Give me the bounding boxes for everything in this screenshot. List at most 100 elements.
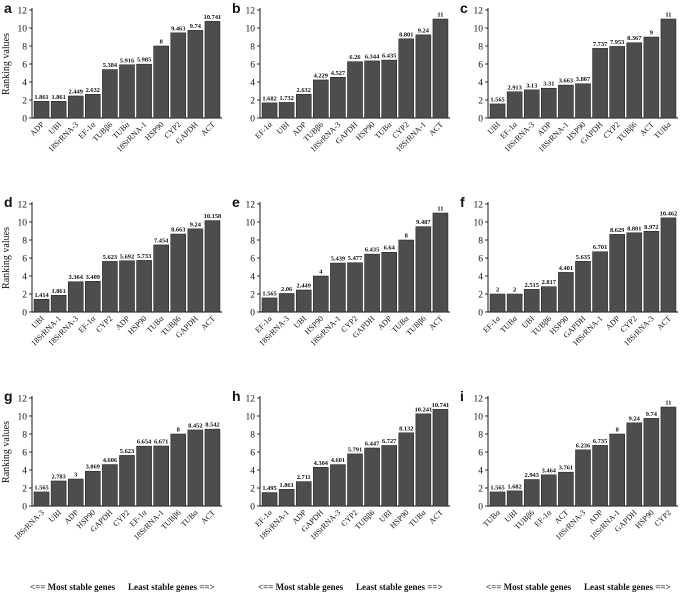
- x-category-label: UBI: [275, 120, 291, 136]
- bar-TUBβ6: [364, 447, 380, 507]
- x-category-label: TUBβ6: [513, 508, 536, 531]
- bar-EF-1α: [261, 492, 278, 507]
- bar-value-label: 5.985: [137, 57, 151, 64]
- y-tick-label: 2: [250, 97, 255, 107]
- bar-chart-b: b0246810121.682EF-1α1.732UBI2.632ADP4.22…: [232, 0, 450, 154]
- bar-ACT: [204, 220, 221, 313]
- bar-HSP90: [643, 418, 660, 507]
- bar-18SrRNA-1: [153, 445, 169, 507]
- bar-value-label: 3.464: [542, 467, 557, 474]
- x-category-label: TUBα: [652, 119, 673, 140]
- bar-value-label: 8: [405, 233, 408, 240]
- y-tick-label: 2: [250, 291, 255, 301]
- y-tick-label: 6: [22, 61, 27, 71]
- bar-value-label: 4.606: [103, 457, 118, 464]
- bar-TUBα: [506, 293, 523, 313]
- bar-value-label: 10.741: [204, 14, 222, 21]
- y-tick-label: 0: [22, 309, 27, 319]
- bar-CYP2: [119, 455, 135, 507]
- bar-UBI: [50, 101, 67, 119]
- y-tick-label: 8: [22, 431, 27, 441]
- y-tick-label: 12: [18, 395, 28, 405]
- bar-ADP: [295, 94, 312, 119]
- bar-18SrRNA-3: [575, 449, 591, 507]
- bar-value-label: 6.26: [349, 54, 361, 61]
- bar-value-label: 5.384: [103, 62, 118, 69]
- bar-TUBα: [381, 59, 397, 119]
- y-tick-label: 10: [474, 219, 484, 229]
- bar-value-label: 1.682: [507, 483, 521, 490]
- y-axis-label: Ranking values: [1, 227, 12, 289]
- x-category-label: 18SrRNA-3: [12, 508, 46, 542]
- bar-value-label: 9.24: [418, 27, 430, 34]
- bar-value-label: 8.452: [188, 422, 202, 429]
- bar-GAPDH: [626, 422, 643, 507]
- bar-TUBα: [660, 18, 677, 119]
- bar-chart-f: f0246810122EF-1α2TUBα2.515UBI2.817TUBβ64…: [460, 194, 678, 348]
- bar-ADP: [381, 251, 397, 313]
- bar-ACT: [558, 471, 574, 507]
- y-tick-label: 2: [478, 97, 483, 107]
- footer-least-stable-mid: Least stable genes ==>: [356, 582, 443, 592]
- bar-UBI: [381, 445, 397, 507]
- bar-18SrRNA-3: [643, 231, 660, 313]
- bar-value-label: 11: [665, 400, 671, 407]
- chart-panel-c: c 0 2 4 6 8 10 12 1.565 UBI 2.913 EF-1α 3.13 18SrRNA-…: [456, 0, 681, 194]
- bar-18SrRNA-1: [592, 251, 608, 313]
- chart-panel-i: i 0 2 4 6 8 10 12 1.565 TUBα 1.682 UBI 2.943 TUBβ6 3.4…: [456, 388, 681, 582]
- bar-TUBα: [489, 491, 506, 507]
- x-category-label: CYP2: [94, 314, 114, 334]
- bar-value-label: 6.435: [365, 247, 379, 254]
- bar-value-label: 3: [74, 472, 77, 479]
- y-tick-label: 4: [250, 467, 255, 477]
- bar-value-label: 6.435: [382, 53, 396, 60]
- bar-TUBβ6: [523, 479, 540, 507]
- y-tick-label: 6: [478, 449, 483, 459]
- bar-HSP90: [398, 432, 415, 507]
- chart-panel-f: f 0 2 4 6 8 10 12 2 EF-1α 2 TUBα 2.515 UBI 2.817 TUBβ6 4…: [456, 194, 681, 388]
- bar-value-label: 8.801: [399, 31, 413, 38]
- bar-EF-1α: [136, 445, 152, 507]
- bar-GAPDH: [187, 228, 204, 313]
- y-tick-label: 0: [478, 309, 483, 319]
- y-tick-label: 8: [22, 237, 27, 247]
- x-category-label: TUBβ6: [615, 120, 638, 143]
- y-axis-label: Ranking values: [1, 421, 12, 483]
- x-category-label: HSP90: [354, 120, 376, 142]
- x-category-label: EF-1α: [533, 507, 554, 528]
- y-tick-label: 12: [246, 201, 256, 211]
- bar-ACT: [432, 18, 449, 119]
- y-tick-label: 12: [18, 201, 28, 211]
- y-tick-label: 12: [246, 7, 256, 17]
- y-tick-label: 10: [246, 219, 256, 229]
- bar-value-label: 2.913: [507, 84, 521, 91]
- bar-value-label: 3.869: [86, 464, 100, 471]
- bar-value-label: 5.623: [120, 448, 134, 455]
- bar-chart-e: e0246810121.565EF-1α2.0618SrRNA-32.449UB…: [232, 194, 450, 348]
- bar-18SrRNA-1: [330, 262, 346, 313]
- bar-value-label: 6.344: [365, 53, 380, 60]
- y-tick-label: 10: [18, 413, 28, 423]
- panel-letter-b: b: [232, 0, 241, 16]
- bar-EF-1α: [261, 297, 278, 313]
- panel-letter-c: c: [460, 0, 468, 16]
- bar-UBI: [506, 490, 523, 507]
- y-tick-label: 4: [478, 467, 483, 477]
- bar-value-label: 11: [437, 206, 443, 213]
- y-tick-label: 2: [22, 97, 27, 107]
- bar-value-label: 1.682: [262, 95, 276, 102]
- y-tick-label: 10: [246, 25, 256, 35]
- bar-value-label: 6.727: [382, 438, 397, 445]
- y-tick-label: 6: [22, 255, 27, 265]
- y-tick-label: 6: [250, 61, 255, 71]
- bar-TUBβ6: [415, 226, 432, 313]
- x-category-label: HSP90: [126, 314, 148, 336]
- bar-value-label: 6.735: [593, 438, 607, 445]
- bar-EF-1α: [85, 281, 101, 313]
- bar-TUBβ6: [170, 233, 187, 313]
- bar-TUBβ6: [541, 286, 557, 313]
- bar-value-label: 1.861: [279, 482, 293, 489]
- y-tick-label: 2: [478, 485, 483, 495]
